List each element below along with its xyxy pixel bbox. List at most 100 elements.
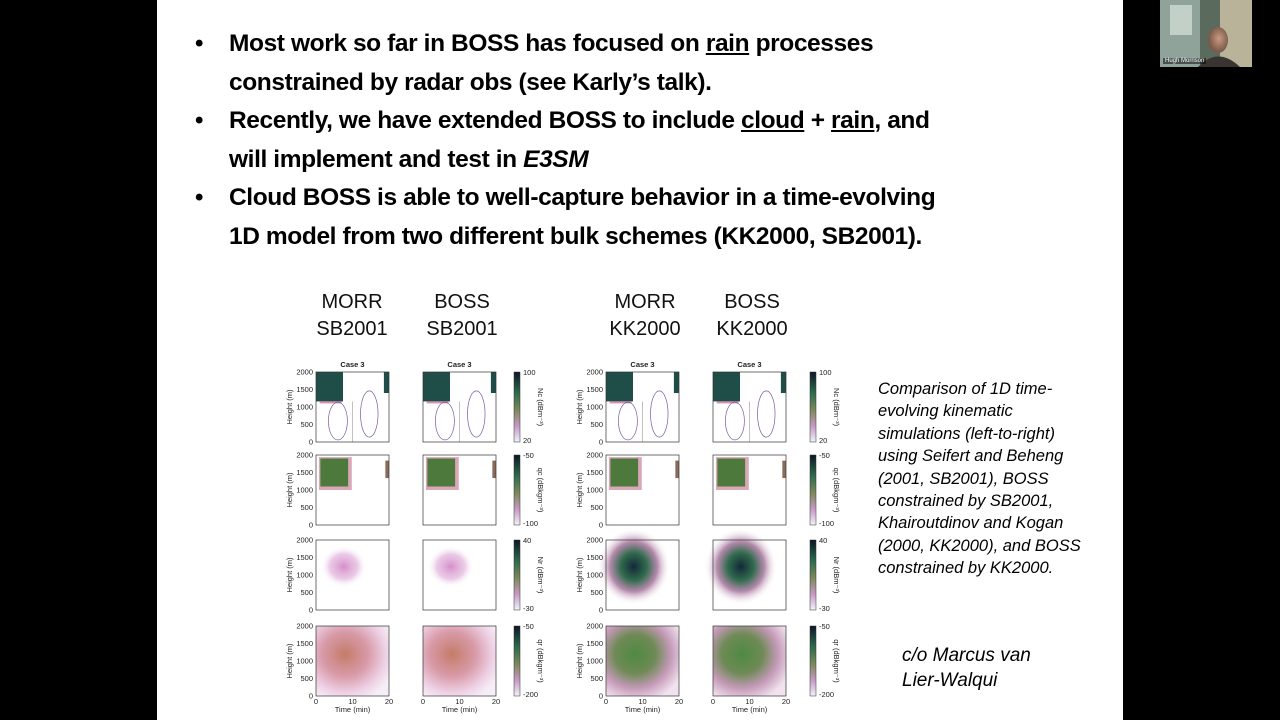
heat-block	[427, 458, 456, 487]
text-run: Recently, we have extended BOSS to inclu…	[229, 107, 741, 135]
text-run: will implement and test in	[229, 145, 524, 173]
plot-frame	[315, 371, 390, 443]
colorbar-min: -200	[819, 690, 834, 699]
plot-frame	[605, 371, 680, 443]
video-tile[interactable]: Hugh Morrison	[1160, 0, 1252, 67]
colorbar	[513, 371, 521, 443]
x-tick-label: 20	[782, 697, 790, 706]
column-header-line: KK2000	[716, 318, 788, 340]
heat-blob	[597, 528, 671, 606]
plot-frame	[712, 454, 787, 526]
column-header-line: SB2001	[316, 318, 388, 340]
heat-field	[423, 626, 496, 696]
y-tick-label: 1500	[586, 468, 603, 477]
heat-block	[782, 460, 786, 479]
heatmap	[704, 528, 778, 606]
colorbar-label: qc (dBkgm⁻³)	[536, 468, 545, 513]
y-axis-label: Height (m)	[575, 643, 584, 679]
y-axis-label: Height (m)	[285, 389, 294, 425]
colorbar	[809, 371, 817, 443]
colorbar	[809, 454, 817, 526]
y-tick-label: 1500	[296, 639, 313, 648]
colorbar-label: qr (dBkgm⁻³)	[832, 639, 841, 683]
plot-title: Case 3	[737, 360, 761, 369]
heat-contour	[467, 390, 486, 438]
y-tick-label: 0	[599, 521, 603, 530]
heat-field	[316, 626, 389, 696]
y-tick-label: 1000	[586, 571, 603, 580]
bullet-list: Most work so far in BOSS has focused on …	[195, 25, 936, 257]
bullet-item: Most work so far in BOSS has focused on …	[195, 25, 935, 102]
text-run: Most work so far in BOSS has focused on	[229, 30, 706, 57]
plot-frame	[712, 625, 787, 697]
heat-contour	[435, 401, 455, 441]
heat-edge	[426, 401, 449, 404]
colorbar	[513, 454, 521, 526]
y-tick-label: 2000	[296, 368, 313, 377]
y-tick-label: 0	[309, 692, 313, 701]
heat-block	[610, 458, 639, 487]
y-axis-label: Height (m)	[575, 389, 584, 425]
column-header: MORR SB2001	[292, 289, 412, 343]
heat-edge	[319, 401, 342, 404]
y-tick-label: 1500	[296, 553, 313, 562]
colorbar	[809, 539, 817, 611]
heatmap	[320, 545, 368, 588]
colorbar-max: -50	[819, 622, 830, 631]
heat-contour	[360, 390, 379, 438]
colorbar-max: -50	[819, 451, 830, 460]
text-run: , and	[874, 107, 930, 135]
plot-frame	[315, 454, 390, 526]
text-run: +	[804, 107, 832, 135]
y-tick-label: 500	[590, 503, 603, 512]
credit: c/o Marcus van Lier-Walqui	[902, 643, 1031, 693]
heat-block	[423, 372, 451, 402]
text-run: processes	[749, 30, 874, 57]
y-tick-label: 500	[590, 420, 603, 429]
text-run: E3SM	[523, 145, 589, 173]
heat-blob	[427, 545, 475, 588]
plot-frame	[422, 625, 497, 697]
y-tick-label: 1000	[296, 403, 313, 412]
heat-block	[675, 460, 679, 479]
text-run: Cloud BOSS is able to well-capture behav…	[229, 184, 936, 212]
heat-contour	[757, 390, 776, 438]
caption-line: (2000, KK2000), and BOSS	[878, 536, 1081, 555]
column-header-line: KK2000	[609, 318, 681, 340]
heat-contour	[725, 401, 745, 441]
plot-title: Case 3	[340, 360, 364, 369]
y-axis-label: Height (m)	[285, 557, 294, 593]
column-header: BOSS KK2000	[692, 289, 812, 343]
colorbar-min: -30	[819, 604, 830, 613]
x-tick-label: 0	[314, 697, 318, 706]
y-axis-label: Height (m)	[285, 643, 294, 679]
column-header-line: MORR	[321, 291, 383, 313]
heat-contour	[650, 390, 669, 438]
y-tick-label: 0	[599, 438, 603, 447]
x-tick-label: 10	[348, 697, 356, 706]
heat-block	[490, 372, 496, 393]
heatmap	[608, 457, 679, 490]
plot-frame	[422, 371, 497, 443]
heat-blob	[320, 545, 368, 588]
heat-field	[713, 626, 786, 696]
caption-line: constrained by KK2000.	[878, 559, 1054, 578]
y-tick-label: 2000	[586, 622, 603, 631]
plot-title: Case 3	[447, 360, 471, 369]
plot-frame	[422, 454, 497, 526]
x-tick-label: 10	[638, 697, 646, 706]
column-header-line: MORR	[614, 291, 676, 313]
plot-frame	[605, 625, 680, 697]
bullet-line: 1D model from two different bulk schemes…	[229, 218, 935, 257]
participant-name: Hugh Morrison	[1163, 58, 1207, 64]
y-tick-label: 500	[300, 420, 313, 429]
y-tick-label: 1500	[296, 385, 313, 394]
text-run: rain	[831, 107, 875, 135]
bullet-line: Most work so far in BOSS has focused on …	[229, 25, 935, 64]
y-tick-label: 1500	[586, 553, 603, 562]
y-axis-label: Height (m)	[575, 472, 584, 508]
y-tick-label: 1000	[296, 571, 313, 580]
text-run: rain	[705, 30, 750, 57]
colorbar-label: Nr (dBm⁻³)	[536, 557, 545, 594]
